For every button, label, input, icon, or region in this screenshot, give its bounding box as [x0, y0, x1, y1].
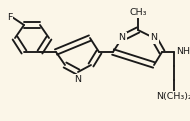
Text: N: N — [119, 34, 126, 42]
Text: CH₃: CH₃ — [129, 8, 147, 17]
Text: N: N — [74, 75, 82, 84]
Text: N: N — [150, 34, 158, 42]
Text: F: F — [7, 12, 12, 22]
Text: N(CH₃)₂: N(CH₃)₂ — [156, 92, 190, 101]
Text: NH: NH — [176, 48, 190, 57]
